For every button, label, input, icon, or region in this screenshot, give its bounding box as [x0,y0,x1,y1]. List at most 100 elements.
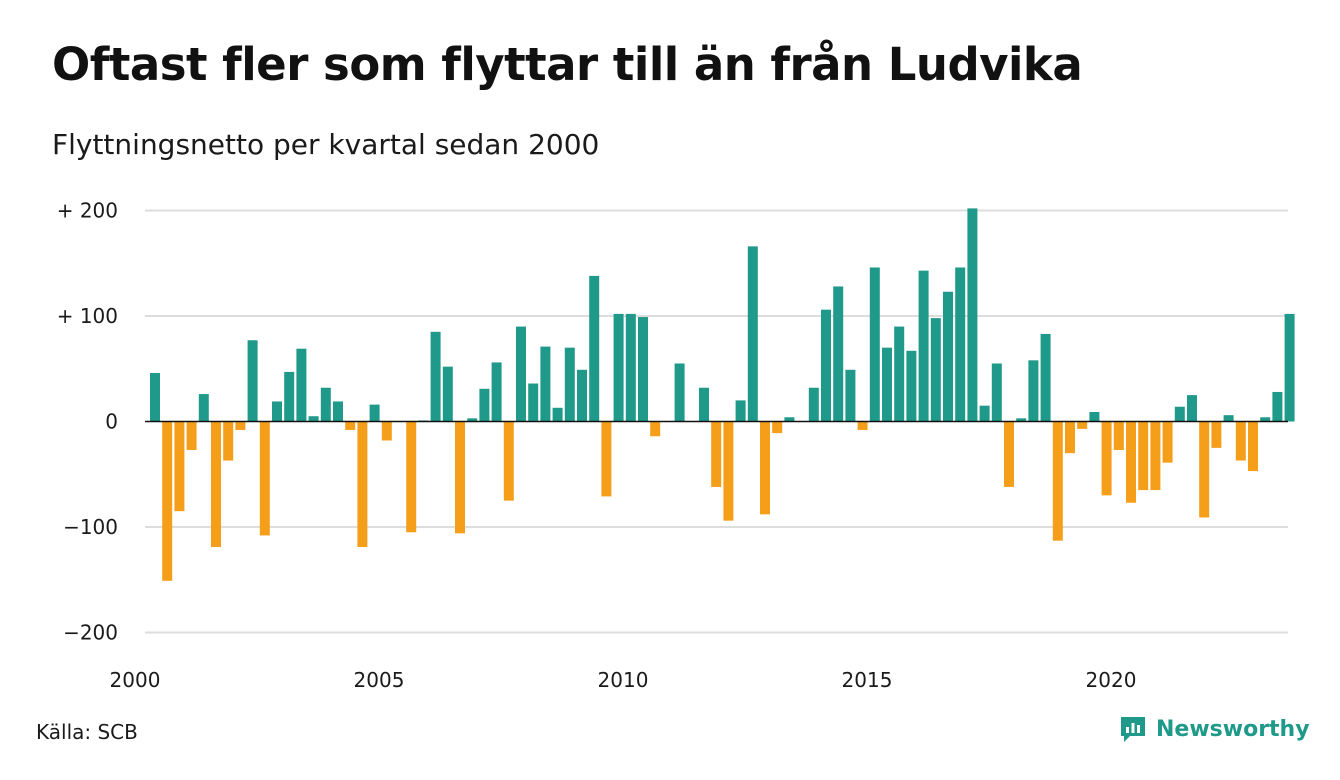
bar [613,313,624,422]
bar [1187,395,1197,422]
x-tick-label: 2010 [598,668,649,692]
bar [516,326,526,422]
bar [833,286,844,422]
bar [650,421,661,437]
bar [955,267,966,422]
bar [808,387,819,422]
bar [247,340,258,422]
newsworthy-chart-bubble-icon [1121,717,1145,742]
bar [552,407,563,422]
bar [284,371,295,422]
bar [735,400,746,422]
bar [320,387,331,422]
grid-lines [145,209,1288,634]
bar [1199,421,1210,518]
bar [1284,313,1295,422]
bar-chart: + 200 + 100 0 −100 −200 2000 2005 2010 2015 2020 [57,199,1295,692]
bar [991,363,1002,422]
bar [1101,421,1112,496]
bar [894,326,905,422]
bar [601,421,612,497]
x-tick-label: 2000 [110,668,161,692]
y-tick-label: −200 [63,621,118,645]
bar [625,313,636,422]
bar [540,346,551,422]
bar [711,421,722,487]
bar [467,418,478,422]
x-tick-label: 2005 [354,668,405,692]
bar [1077,421,1088,429]
bar [674,363,685,422]
x-tick-label: 2015 [842,668,893,692]
bar [699,387,709,422]
bar [1089,412,1100,422]
bar [747,246,758,422]
bar [528,383,539,422]
bar [333,401,343,422]
bar [1211,421,1222,448]
brand-logo: Newsworthy [1118,714,1310,744]
chart-title: Oftast fler som flyttar till än från Lud… [52,38,1083,91]
bar [1150,421,1161,491]
bar [1113,421,1124,450]
bar [1174,406,1185,422]
bar [1235,421,1246,461]
bar [1016,418,1027,422]
bar [723,421,734,521]
bar [882,347,892,422]
bar [235,421,246,430]
bar [943,291,953,422]
bar [272,401,282,422]
bar [845,369,856,422]
bar [821,309,831,422]
bar [1004,421,1014,487]
source-note: Källa: SCB [36,720,138,744]
bar [1223,415,1234,422]
bars [150,208,1295,581]
bar [918,270,929,422]
bar [503,421,514,501]
bar [357,421,368,548]
bar [198,394,209,422]
bar [186,421,197,450]
bar [1052,421,1063,541]
bar [979,405,990,422]
bar [930,318,941,422]
bar [1248,421,1258,472]
bar [406,421,417,533]
bar [1138,421,1149,491]
bar [491,362,502,422]
bar [967,208,978,422]
y-tick-label: 0 [105,410,118,434]
y-tick-label: + 100 [57,304,118,328]
bar [479,388,490,422]
bar [577,369,587,422]
bar [857,421,868,430]
bar [150,372,160,422]
bar [442,366,453,422]
x-axis-ticks: 2000 2005 2010 2015 2020 [110,668,1137,692]
bar [296,348,307,422]
bar [760,421,770,515]
y-tick-label: −100 [63,515,118,539]
bar [259,421,270,536]
bar [1028,360,1039,422]
bar [589,275,600,422]
bar [174,421,185,512]
bar [381,421,392,441]
bar [638,317,648,422]
y-tick-label: + 200 [57,199,118,223]
bar [1126,421,1136,503]
bar [906,350,917,422]
bar [1162,421,1173,463]
bar [1065,421,1075,454]
bar [345,421,356,430]
bar [1260,417,1271,422]
chart-subtitle: Flyttningsnetto per kvartal sedan 2000 [52,128,600,161]
bar [564,347,575,422]
y-axis-ticks: + 200 + 100 0 −100 −200 [57,199,118,645]
bar [369,404,380,422]
bar [784,417,795,422]
bar [308,416,319,422]
bar [1272,391,1283,422]
